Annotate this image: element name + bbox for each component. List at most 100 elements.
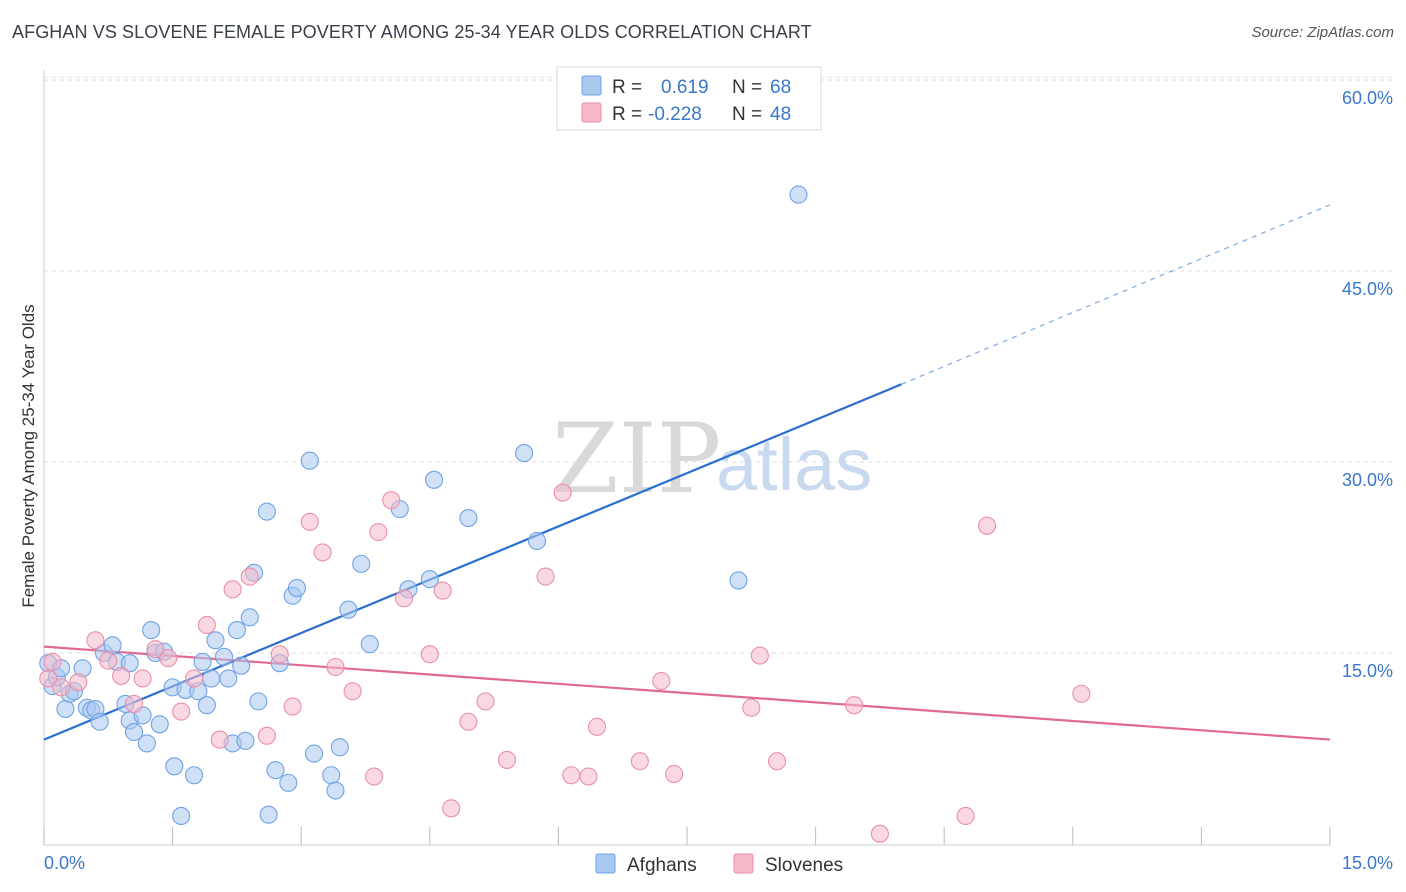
afghans-point — [232, 656, 251, 675]
afghans-point — [360, 635, 379, 654]
slovenes-point — [99, 651, 118, 670]
afghans-point — [279, 773, 298, 792]
afghans-point — [137, 734, 156, 753]
afghans-point — [202, 669, 221, 688]
slovenes-point — [69, 673, 88, 692]
slovenes-point — [630, 752, 649, 771]
slovenes-point — [52, 678, 71, 697]
slovenes-point — [978, 516, 997, 535]
slovenes-r-label: R = — [612, 104, 642, 125]
afghans-point — [142, 621, 161, 640]
slovenes-point — [553, 483, 572, 502]
afghans-point — [326, 781, 345, 800]
afghans-point — [527, 531, 547, 550]
stats-legend: R = 0.619 N = 68 R = -0.228 N = 48 — [556, 66, 822, 131]
slovenes-point — [459, 712, 478, 731]
slovenes-point — [172, 702, 191, 721]
slovenes-point — [184, 669, 204, 688]
slovenes-point — [300, 512, 319, 531]
afghans-point — [322, 766, 341, 785]
afghans-point — [240, 608, 259, 627]
afghans-point — [165, 757, 184, 776]
slovenes-point — [39, 669, 58, 688]
slovenes-point — [665, 764, 684, 784]
slovenes-point — [420, 645, 439, 664]
legend-slovenes-swatch — [733, 853, 754, 874]
afghans-r-value: 0.619 — [661, 77, 709, 98]
slovenes-trend-line — [43, 645, 1331, 741]
x-tick-label: 0.0% — [44, 853, 85, 873]
slovenes-point — [146, 640, 165, 659]
afghans-trend-extension — [901, 204, 1331, 385]
gridlines — [44, 76, 1394, 654]
legend-slovenes-label: Slovenes — [765, 855, 843, 876]
afghans-point — [259, 805, 278, 824]
afghans-point — [103, 636, 122, 655]
slovenes-swatch — [581, 102, 602, 123]
y-tick-label: 30.0% — [1342, 470, 1393, 490]
watermark-atlas: atlas — [716, 423, 872, 506]
afghans-point — [206, 631, 225, 650]
y-tick-label: 15.0% — [1342, 661, 1393, 681]
afghans-point — [287, 579, 306, 598]
axes — [43, 70, 1331, 846]
slovenes-point — [652, 671, 671, 691]
afghans-point — [330, 738, 349, 757]
y-tick-label: 45.0% — [1342, 279, 1393, 299]
afghans-point — [249, 692, 268, 711]
afghans-point — [184, 766, 204, 785]
slovenes-point — [587, 717, 607, 736]
slovenes-point — [159, 649, 178, 668]
chart-title: AFGHAN VS SLOVENE FEMALE POVERTY AMONG 2… — [12, 22, 812, 42]
afghans-point — [266, 761, 285, 780]
slovenes-point — [767, 752, 787, 771]
data-points — [39, 185, 1091, 843]
slovenes-point — [579, 767, 598, 786]
afghans-swatch — [581, 75, 602, 96]
afghans-point — [90, 712, 109, 731]
afghans-point — [56, 699, 75, 719]
slovenes-point — [845, 696, 864, 715]
slovenes-point — [210, 730, 229, 749]
series-legend: Afghans Slovenes — [595, 853, 843, 876]
afghans-point — [459, 508, 478, 528]
afghans-r-label: R = — [612, 77, 642, 98]
legend-afghans-label: Afghans — [627, 855, 697, 876]
slovenes-point — [442, 799, 461, 818]
afghans-point — [124, 722, 144, 741]
source-label: Source: ZipAtlas.com — [1251, 24, 1394, 41]
slovenes-point — [223, 580, 242, 599]
slovenes-point — [1072, 684, 1091, 703]
slovenes-point — [86, 631, 105, 650]
y-axis-label: Female Poverty Among 25-34 Year Olds — [19, 304, 38, 607]
slovenes-point — [536, 567, 555, 586]
slovenes-point — [750, 646, 769, 665]
slovenes-point — [124, 694, 144, 713]
slovenes-point — [197, 615, 216, 635]
slovenes-point — [476, 692, 495, 711]
slovenes-point — [433, 581, 452, 600]
afghans-point — [300, 451, 319, 470]
x-tick-label: 15.0% — [1342, 853, 1393, 873]
afghans-point — [150, 715, 169, 734]
slovenes-n-value: 48 — [770, 104, 791, 125]
slovenes-point — [497, 750, 517, 770]
slovenes-point — [382, 491, 401, 510]
slovenes-point — [283, 697, 302, 716]
afghans-point — [120, 654, 139, 673]
slovenes-point — [43, 652, 62, 671]
slovenes-point — [133, 669, 152, 688]
afghans-point — [227, 621, 246, 640]
afghans-point — [729, 571, 748, 590]
slovenes-r-value: -0.228 — [648, 104, 702, 125]
afghans-point — [214, 647, 234, 666]
slovenes-point — [369, 522, 388, 542]
afghans-n-value: 68 — [770, 77, 791, 98]
y-tick-label: 60.0% — [1342, 88, 1393, 108]
slovenes-point — [326, 657, 345, 677]
slovenes-point — [240, 567, 259, 586]
slovenes-n-label: N = — [732, 104, 762, 125]
slovenes-point — [956, 806, 975, 826]
afghans-point — [197, 696, 216, 715]
